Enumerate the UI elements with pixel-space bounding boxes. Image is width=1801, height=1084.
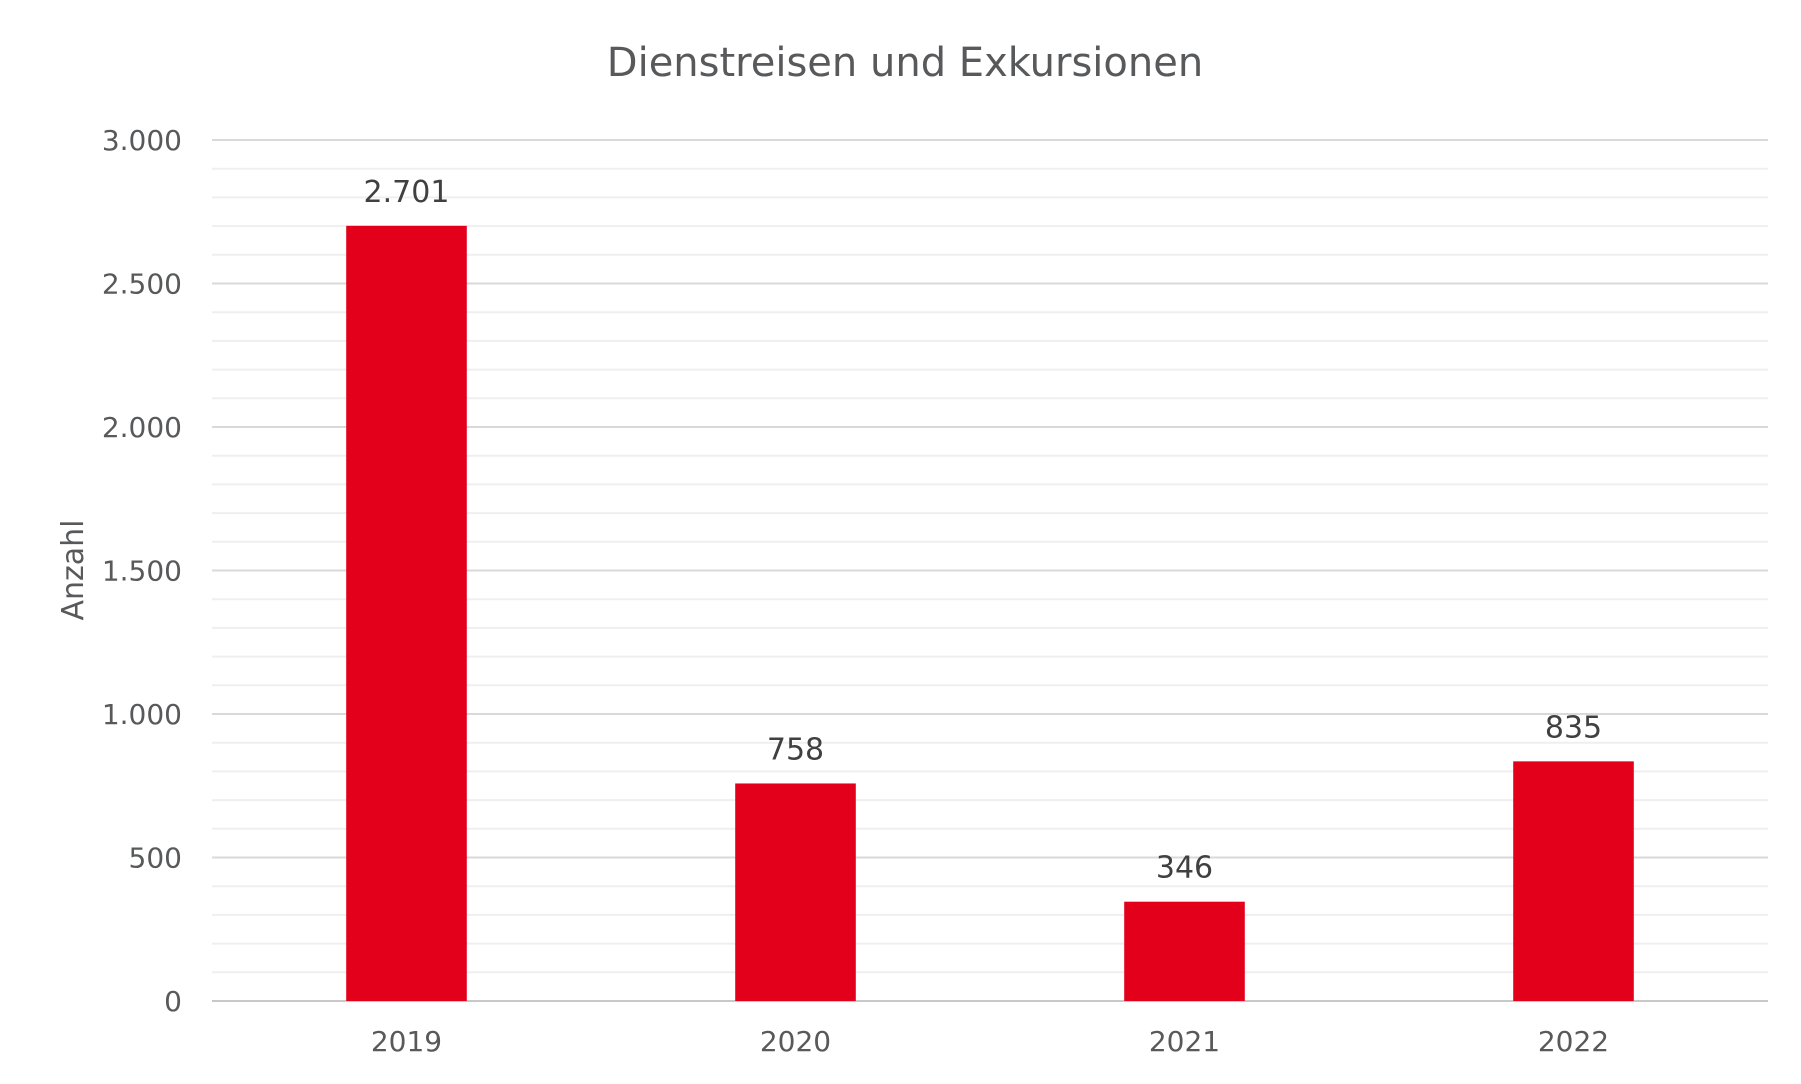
data-label-2022: 835 xyxy=(1545,710,1602,745)
bar-2020 xyxy=(735,783,856,1001)
x-tick-label: 2021 xyxy=(1149,1025,1220,1058)
bar-2022 xyxy=(1513,761,1634,1001)
chart-title: Dienstreisen und Exkursionen xyxy=(607,40,1203,86)
bar-2019 xyxy=(346,225,467,1002)
x-tick-label: 2020 xyxy=(760,1025,831,1058)
y-tick-label: 3.000 xyxy=(102,124,182,157)
y-axis-label: Anzahl xyxy=(56,519,91,620)
bar-2021 xyxy=(1124,901,1245,1001)
major-gridlines xyxy=(212,139,1768,1002)
y-tick-label: 0 xyxy=(164,985,182,1018)
y-tick-label: 1.000 xyxy=(102,698,182,731)
y-tick-label: 1.500 xyxy=(102,555,182,588)
data-label-2019: 2.701 xyxy=(364,175,450,210)
data-label-2021: 346 xyxy=(1156,851,1213,886)
y-tick-label: 500 xyxy=(129,842,182,875)
data-label-2020: 758 xyxy=(767,732,824,767)
x-tick-label: 2022 xyxy=(1538,1025,1609,1058)
y-tick-label: 2.000 xyxy=(102,411,182,444)
minor-gridlines xyxy=(212,167,1768,974)
bar-series xyxy=(346,225,1634,1002)
y-axis-ticks: 0 500 1.000 1.500 2.000 2.500 3.000 xyxy=(102,124,182,1018)
x-axis-ticks: 2019 2020 2021 2022 xyxy=(371,1025,1609,1058)
data-labels: 2.701 758 346 835 xyxy=(364,175,1603,886)
y-tick-label: 2.500 xyxy=(102,268,182,301)
x-tick-label: 2019 xyxy=(371,1025,442,1058)
